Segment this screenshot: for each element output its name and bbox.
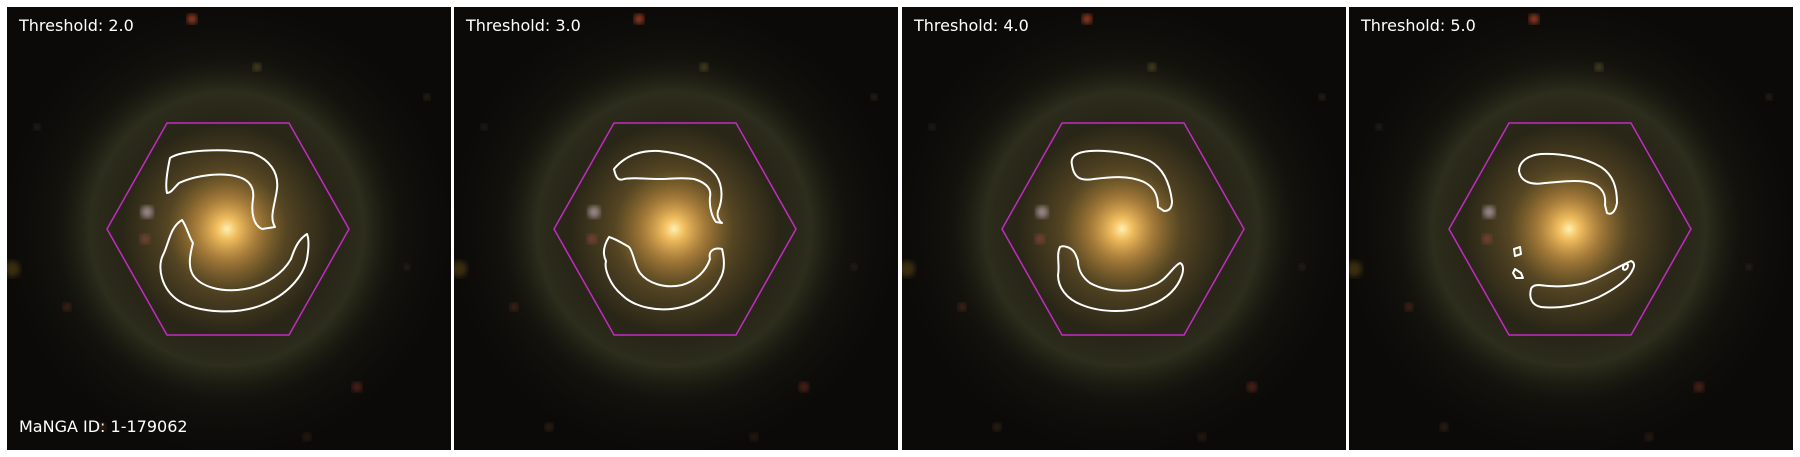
background-star (454, 261, 467, 277)
galaxy-image (7, 7, 451, 450)
threshold-contour (1529, 260, 1636, 309)
image-panel-1: Threshold: 2.0 MaNGA ID: 1-179062 (7, 7, 451, 450)
ifu-hexagon (553, 122, 797, 336)
background-star (1405, 303, 1413, 311)
background-star (1036, 206, 1048, 218)
threshold-label: Threshold: 3.0 (466, 16, 581, 35)
background-star (1645, 433, 1653, 441)
galaxy-image (1349, 7, 1793, 450)
background-star (588, 206, 600, 218)
threshold-label: Threshold: 4.0 (914, 16, 1029, 35)
background-star (545, 423, 553, 431)
galaxy-core (1062, 169, 1182, 289)
background-star (1198, 433, 1206, 441)
threshold-contour (1513, 246, 1522, 257)
background-star (1766, 94, 1772, 100)
background-star (63, 303, 71, 311)
background-star (187, 14, 197, 24)
background-star (510, 303, 518, 311)
background-star (1529, 14, 1539, 24)
background-star (424, 94, 430, 100)
background-star (481, 124, 487, 130)
background-star (140, 234, 150, 244)
galaxy-image (454, 7, 898, 450)
manga-id-label: MaNGA ID: 1-179062 (19, 417, 188, 436)
background-star (1035, 234, 1045, 244)
background-star (993, 423, 1001, 431)
background-star (303, 433, 311, 441)
background-star (1694, 382, 1704, 392)
ifu-hexagon (1448, 122, 1692, 336)
threshold-label: Threshold: 5.0 (1361, 16, 1476, 35)
threshold-contour (613, 149, 723, 224)
threshold-contour (1057, 245, 1185, 312)
background-star (1247, 382, 1257, 392)
background-star (902, 261, 915, 277)
background-star (253, 63, 261, 71)
background-star (1299, 264, 1305, 270)
background-star (1482, 234, 1492, 244)
galaxy-core (614, 169, 734, 289)
background-star (799, 382, 809, 392)
background-star (871, 94, 877, 100)
image-panel-2: Threshold: 3.0 (454, 7, 898, 450)
background-star (1440, 423, 1448, 431)
background-star (1746, 264, 1752, 270)
background-star (634, 14, 644, 24)
background-star (1595, 63, 1603, 71)
image-panel-4: Threshold: 5.0 (1349, 7, 1793, 450)
background-star (1148, 63, 1156, 71)
background-star (141, 206, 153, 218)
threshold-contour (1518, 152, 1618, 215)
threshold-contour (602, 236, 725, 311)
galaxy-core (167, 169, 287, 289)
background-star (352, 382, 362, 392)
threshold-contour (165, 149, 279, 230)
background-star (98, 423, 106, 431)
background-star (404, 264, 410, 270)
threshold-contour (159, 219, 310, 313)
background-star (7, 261, 20, 277)
ifu-hexagon (1001, 122, 1245, 336)
background-star (750, 433, 758, 441)
threshold-contour (1070, 149, 1173, 212)
background-star (929, 124, 935, 130)
threshold-label: Threshold: 2.0 (19, 16, 134, 35)
background-star (1319, 94, 1325, 100)
galaxy-core (1509, 169, 1629, 289)
background-star (1483, 206, 1495, 218)
background-star (958, 303, 966, 311)
background-star (851, 264, 857, 270)
threshold-contour (1622, 262, 1629, 271)
threshold-contour (1512, 268, 1524, 279)
background-star (587, 234, 597, 244)
background-star (34, 124, 40, 130)
background-star (1082, 14, 1092, 24)
galaxy-image (902, 7, 1346, 450)
background-star (1376, 124, 1382, 130)
ifu-hexagon (106, 122, 350, 336)
image-panel-3: Threshold: 4.0 (902, 7, 1346, 450)
background-star (700, 63, 708, 71)
background-star (1349, 261, 1362, 277)
